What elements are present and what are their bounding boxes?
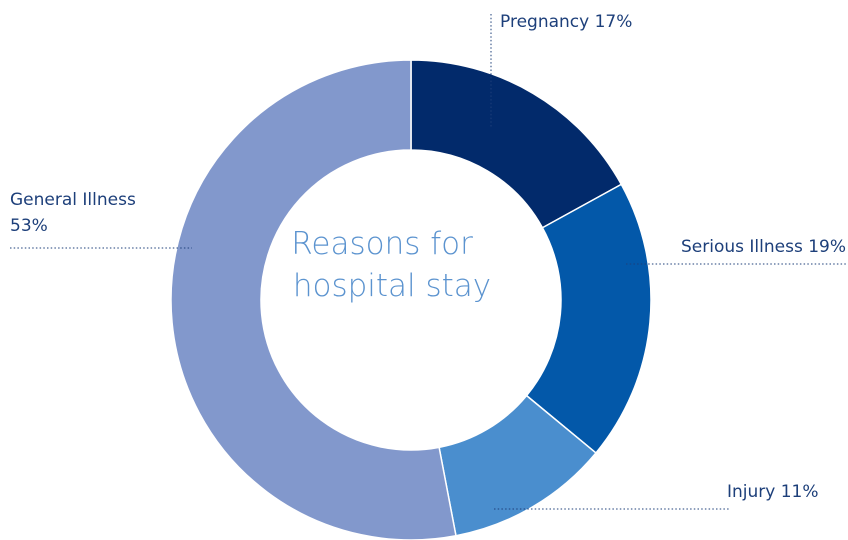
leader-lines [10,14,846,510]
chart-title: Reasons for hospital stay [291,226,491,304]
chart-title-line-2: hospital stay [293,268,491,304]
slice-general-illness [170,59,457,540]
slice-label-serious-illness: Serious Illness 19% [681,237,846,257]
chart-title-line-1: Reasons for [291,226,473,262]
slice-label-line: Injury 11% [727,482,819,502]
slice-label-line: Serious Illness 19% [681,237,846,257]
slice-label-line: Pregnancy 17% [500,12,632,32]
slice-label-pregnancy: Pregnancy 17% [500,12,632,32]
chart-slices [170,59,652,540]
slice-labels: Pregnancy 17% Serious Illness 19% Injury 1… [10,12,846,502]
slice-serious-illness [525,183,652,455]
slice-label-line: 53% [10,216,48,236]
slice-label-injury: Injury 11% [727,482,819,502]
slice-label-line: General Illness [10,190,136,210]
slice-label-general-illness: General Illness 53% [10,190,136,236]
